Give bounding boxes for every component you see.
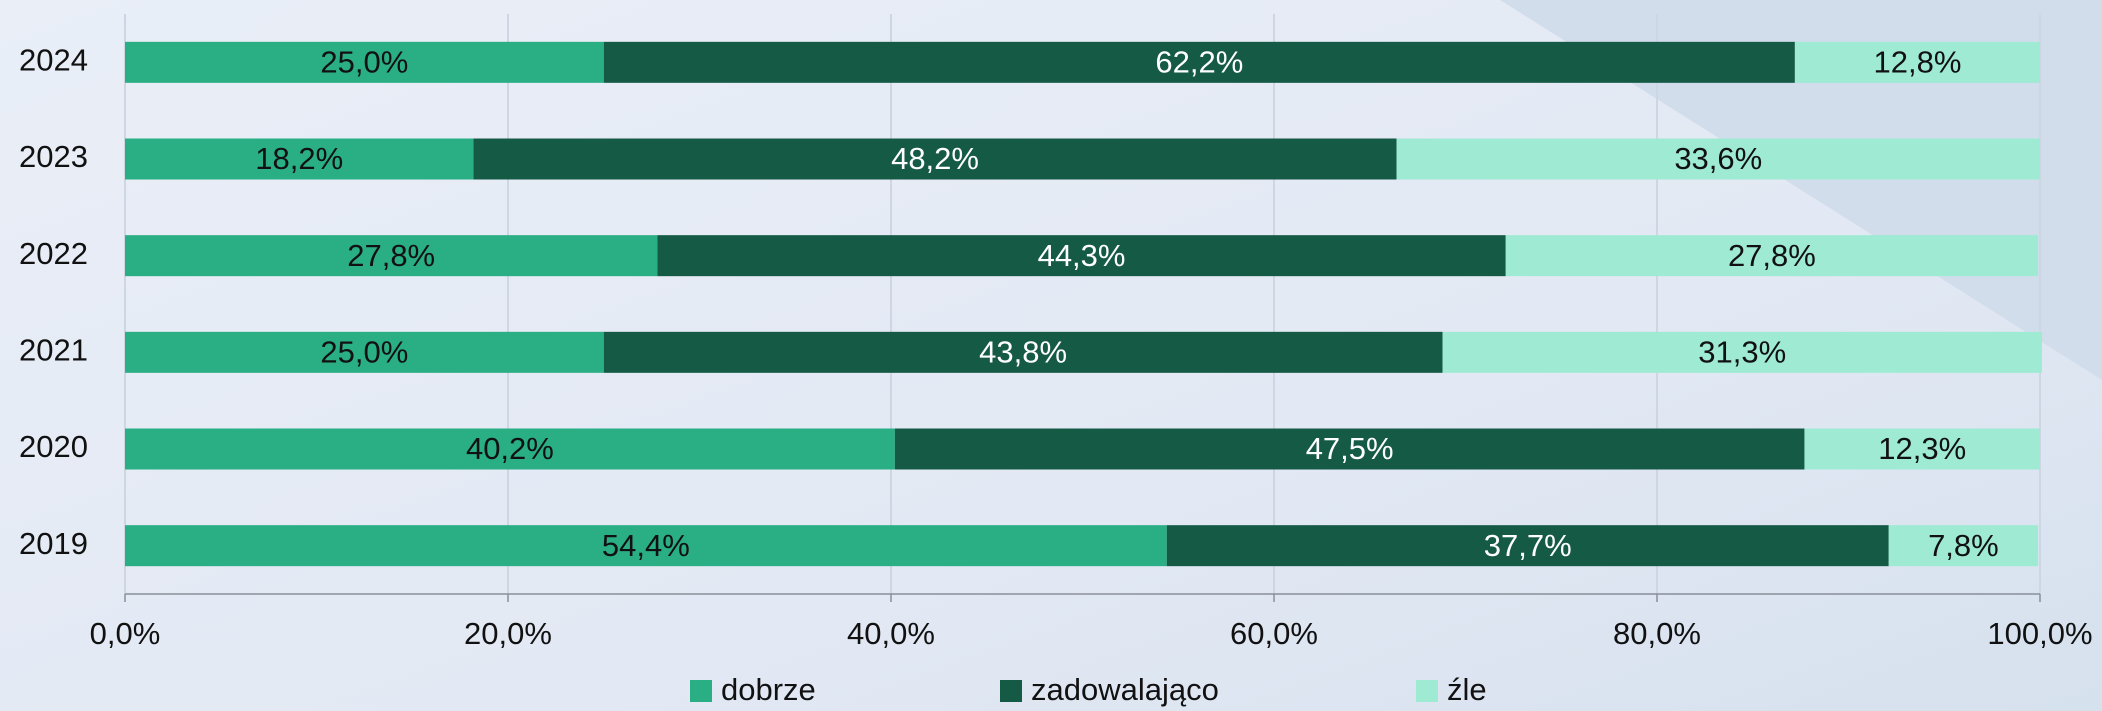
data-label: 31,3% — [1698, 335, 1786, 370]
y-tick-label: 2019 — [19, 526, 88, 561]
data-label: 48,2% — [891, 141, 979, 176]
data-label: 43,8% — [979, 335, 1067, 370]
data-label: 62,2% — [1155, 45, 1243, 80]
bar-segment — [603, 331, 1443, 373]
data-label: 27,8% — [1728, 238, 1816, 273]
bar-segment — [1804, 428, 2040, 470]
bar-segment — [1794, 41, 2040, 83]
bar-segment — [894, 428, 1805, 470]
data-label: 25,0% — [320, 45, 408, 80]
bar-segment — [125, 428, 895, 470]
bar-segment — [125, 41, 604, 83]
y-tick-label: 2023 — [19, 139, 88, 174]
y-tick-label: 2021 — [19, 333, 88, 368]
data-label: 40,2% — [466, 431, 554, 466]
x-tick-label: 100,0% — [1987, 616, 2092, 651]
data-label: 12,8% — [1873, 45, 1961, 80]
bar-segment — [603, 41, 1795, 83]
bar-segment — [1442, 331, 2042, 373]
bar-segment — [1505, 235, 2039, 277]
legend-label: źle — [1447, 672, 1487, 707]
y-tick-label: 2024 — [19, 43, 88, 78]
data-label: 54,4% — [602, 528, 690, 563]
bar-segment — [473, 138, 1397, 180]
data-label: 25,0% — [320, 335, 408, 370]
x-tick-label: 0,0% — [90, 616, 161, 651]
data-label: 27,8% — [347, 238, 435, 273]
data-label: 47,5% — [1306, 431, 1394, 466]
legend-swatch — [690, 680, 712, 702]
legend-swatch — [1000, 680, 1022, 702]
data-label: 18,2% — [255, 141, 343, 176]
bar-segment — [125, 138, 474, 180]
bar-segment — [1888, 525, 2039, 567]
bar-segment — [1396, 138, 2040, 180]
bar-segment — [125, 331, 604, 373]
bar-segment — [125, 525, 1167, 567]
legend-swatch — [1416, 680, 1438, 702]
bar-segment — [657, 235, 1506, 277]
bar-segment — [125, 235, 658, 277]
data-label: 44,3% — [1038, 238, 1126, 273]
data-label: 12,3% — [1878, 431, 1966, 466]
x-tick-label: 80,0% — [1613, 616, 1701, 651]
bar-segment — [1166, 525, 1889, 567]
background-shape — [1500, 0, 2102, 380]
y-tick-label: 2020 — [19, 429, 88, 464]
x-tick-label: 60,0% — [1230, 616, 1318, 651]
y-tick-label: 2022 — [19, 236, 88, 271]
x-tick-label: 40,0% — [847, 616, 935, 651]
data-label: 33,6% — [1674, 141, 1762, 176]
legend-label: zadowalająco — [1031, 672, 1219, 707]
data-label: 37,7% — [1484, 528, 1572, 563]
x-tick-label: 20,0% — [464, 616, 552, 651]
legend-label: dobrze — [721, 672, 816, 707]
data-label: 7,8% — [1928, 528, 1999, 563]
